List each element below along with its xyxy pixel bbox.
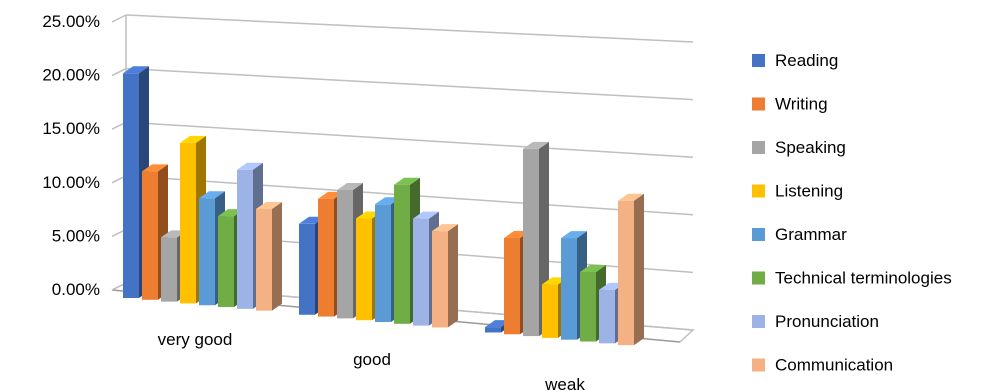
legend-label: Reading [775,51,838,70]
legend-label: Writing [775,95,828,114]
bar-side-face [272,202,282,311]
bar-front-face [123,73,139,298]
bar-front-face [375,204,391,322]
y-axis: 0.00% 5.00% 10.00% 15.00% 20.00% 25.00% [42,12,100,299]
y-tick-label: 15.00% [42,119,100,138]
legend-item-reading: Reading [752,51,838,70]
bar-very-good-communication [256,202,282,311]
bar-front-face [218,216,234,308]
bar-front-face [394,184,410,324]
bar-front-face [256,209,272,311]
legend-swatch [752,184,765,198]
legend-swatch [752,97,765,111]
gridline [125,121,694,158]
y-tick-label: 5.00% [52,226,100,245]
legend-label: Grammar [775,225,847,244]
x-tick-label: good [353,350,391,369]
bar-top-face [618,193,644,201]
gridline [125,67,694,101]
bar-front-face [504,237,520,335]
legend-item-writing: Writing [752,95,828,114]
bar-good-communication [432,224,458,328]
x-tick-label: very good [158,330,233,349]
y-tick-label: 25.00% [42,12,100,31]
gridline-side [111,67,127,77]
bar-front-face [318,198,334,317]
bar-front-face [561,238,577,340]
legend-label: Communication [775,356,893,375]
legend-item-speaking: Speaking [752,138,846,157]
bar-front-face [542,284,558,338]
bar-weak-communication [618,193,644,346]
legend-item-grammar: Grammar [752,225,847,244]
bar-top-face [256,202,282,210]
bar-front-face [523,148,539,337]
bar-front-face [337,189,353,319]
legend-item-pronunciation: Pronunciation [752,312,879,331]
bar-top-face [561,231,587,239]
gridline [125,14,694,43]
bar-front-face [580,271,596,342]
bar-front-face [432,231,448,328]
legend-swatch [752,358,765,372]
bar-top-face [180,135,206,143]
bars [123,66,644,346]
legend-swatch [752,315,765,328]
legend: Reading Writing Speaking Listening Grammar Te… [752,51,952,375]
legend-label: Technical terminologies [775,269,952,288]
bar-top-face [580,264,606,272]
bar-weak-speaking [523,141,549,337]
legend-label: Speaking [775,138,846,157]
bar-front-face [161,237,177,302]
bar-front-face [599,289,615,344]
gridline-side [111,14,127,23]
x-tick-label: weak [544,375,585,391]
y-tick-label: 0.00% [52,280,100,299]
bar-front-face [618,200,634,346]
legend-item-listening: Listening [752,182,843,201]
bar-top-face [142,164,168,172]
bar-top-face [432,224,458,232]
bar-side-face [634,193,644,346]
legend-item-communication: Communication [752,356,893,375]
bar-top-face [337,182,363,190]
legend-item-technical-terminologies: Technical terminologies [752,269,952,288]
legend-swatch [752,54,765,67]
y-tick-label: 10.00% [42,173,100,192]
bar-front-face [237,169,253,309]
legend-label: Listening [775,182,843,201]
legend-swatch [752,228,765,241]
bar-top-face [237,162,263,170]
bar-top-face [394,177,420,185]
bar-front-face [180,142,196,304]
bar-top-face [123,66,149,74]
legend-label: Pronunciation [775,312,879,331]
bar-front-face [199,198,215,306]
bar-front-face [299,223,315,315]
legend-swatch [752,271,765,285]
bar-front-face [356,218,372,321]
bar-front-face [142,171,158,300]
bar-front-face [485,327,501,333]
y-tick-label: 20.00% [42,66,100,85]
bar-front-face [413,218,429,326]
x-axis: very good good weak [158,330,586,391]
bar-top-face [413,211,439,219]
bar-top-face [523,141,549,149]
bar-side-face [448,224,458,328]
legend-swatch [752,141,765,154]
bar-top-face [199,191,225,199]
